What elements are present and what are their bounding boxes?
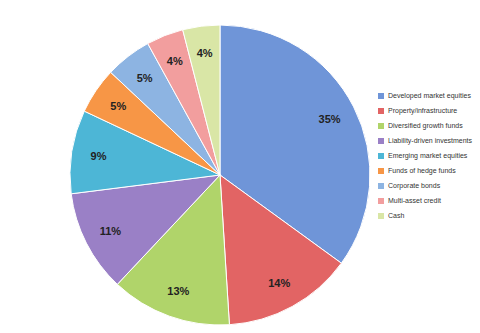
svg-text:5%: 5% [110, 100, 126, 112]
svg-text:13%: 13% [167, 285, 189, 297]
svg-text:4%: 4% [167, 55, 183, 67]
html-text:Diversified growth funds: Diversified growth funds [388, 122, 463, 129]
svg-text:9%: 9% [91, 150, 107, 162]
html-text:Funds of hedge funds: Funds of hedge funds [388, 167, 456, 174]
html-text:Emerging market equities: Emerging market equities [388, 152, 468, 159]
svg-text:5%: 5% [137, 72, 153, 84]
svg-text:14%: 14% [268, 277, 290, 289]
html-text:Multi-asset credit: Multi-asset credit [388, 197, 441, 204]
html-text:Liability-driven investments: Liability-driven investments [388, 137, 472, 144]
html-text:Developed market equities: Developed market equities [388, 92, 471, 99]
svg-text:35%: 35% [319, 113, 341, 125]
html-text:Cash: Cash [388, 212, 405, 219]
svg-text:4%: 4% [197, 47, 213, 59]
svg-text:11%: 11% [100, 225, 122, 237]
html-text:Corporate bonds: Corporate bonds [388, 182, 441, 189]
html-text:Property/infrastructure: Property/infrastructure [388, 107, 458, 114]
